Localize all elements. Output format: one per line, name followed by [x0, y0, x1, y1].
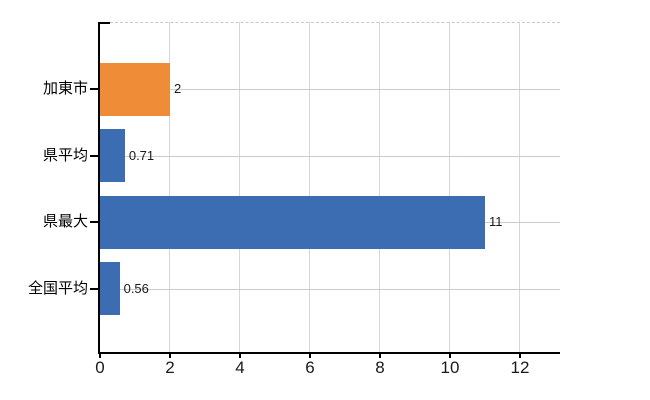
bar [100, 195, 485, 249]
x-tick-label: 0 [95, 358, 105, 377]
x-axis-tick [309, 352, 311, 358]
bar [100, 62, 170, 116]
x-axis [98, 352, 560, 354]
x-axis-tick [519, 352, 521, 358]
horizontal-gridline [100, 89, 560, 90]
bar-value-label: 2 [174, 81, 182, 96]
x-axis-tick [379, 352, 381, 358]
bar-value-label: 11 [489, 214, 503, 229]
category-label: 全国平均 [27, 279, 88, 297]
x-tick-label: 4 [235, 358, 245, 377]
category-label: 加東市 [42, 80, 88, 97]
x-tick-label: 8 [375, 358, 385, 377]
category-label: 県最大 [42, 213, 88, 230]
x-tick-label: 6 [305, 358, 315, 377]
horizontal-gridline [100, 155, 560, 157]
bar-value-label: 0.71 [128, 147, 155, 163]
bar [100, 262, 120, 315]
bar [100, 129, 125, 182]
x-axis-tick [169, 352, 171, 358]
plot-area: 2 0.71 11 0.56 加東市県平均県最大全国平均 0 2 4 6 8 10 12 [28, 22, 560, 377]
y-axis-tick [90, 287, 100, 290]
vertical-gridline [169, 22, 170, 352]
axis-top-cap [100, 22, 110, 24]
plot-top-border [100, 22, 560, 23]
vertical-gridline [309, 22, 310, 352]
y-axis-tick [90, 154, 100, 157]
horizontal-gridline [100, 288, 560, 290]
vertical-gridline [449, 22, 450, 352]
x-tick-label: 2 [165, 358, 175, 377]
category-label: 県平均 [42, 146, 88, 164]
x-axis-tick [239, 352, 241, 358]
x-tick-label: 10 [440, 358, 460, 377]
vertical-gridline [379, 22, 380, 352]
y-axis [98, 22, 100, 352]
x-axis-tick [449, 352, 451, 358]
x-axis-tick [99, 352, 101, 358]
vertical-gridline [519, 22, 520, 352]
y-axis-tick [90, 221, 100, 223]
y-axis-tick [90, 88, 100, 90]
vertical-gridline [239, 22, 240, 352]
x-tick-label: 12 [510, 358, 530, 377]
bar-value-label: 0.56 [123, 280, 149, 296]
